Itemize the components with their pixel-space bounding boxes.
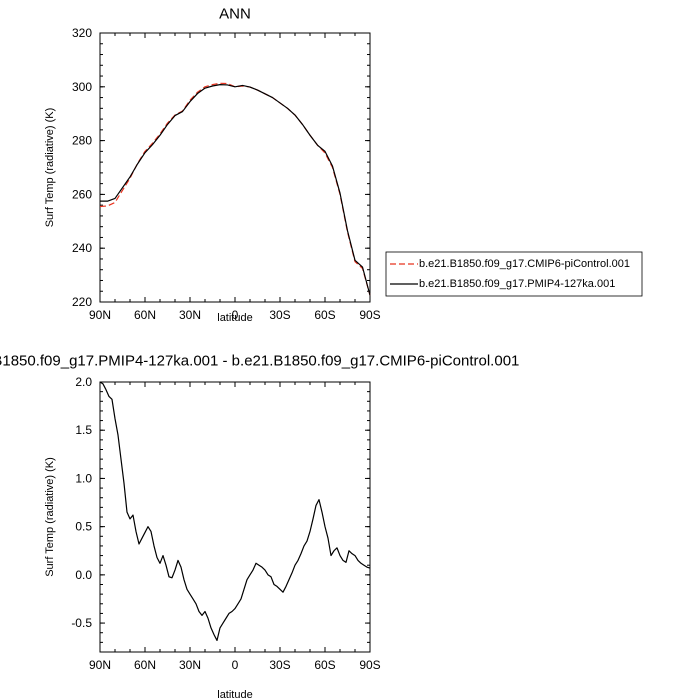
legend-box: [385, 251, 643, 297]
y-tick-label: -0.5: [71, 616, 92, 630]
x-axis-label: latitude: [217, 689, 252, 700]
plot-frame: [99, 381, 371, 653]
plot-panel-2: b.e21.B1850.f09_g17.PMIP4-127ka.001 - b.…: [0, 353, 519, 700]
chart-title: b.e21.B1850.f09_g17.PMIP4-127ka.001 - b.…: [0, 353, 519, 370]
y-tick-label: 0.5: [75, 520, 92, 534]
x-tick-label: 90S: [359, 658, 380, 672]
series-line-1: [99, 82, 371, 296]
y-axis-label: Surf Temp (radiative) (K): [44, 108, 56, 228]
y-tick-label: 2.0: [75, 375, 92, 389]
series-line-1: [99, 381, 371, 642]
y-tick-label: 300: [72, 80, 92, 94]
x-axis-label: latitude: [217, 312, 252, 324]
x-tick-label: 30S: [269, 308, 290, 322]
x-tick-label: 60N: [134, 658, 156, 672]
y-tick-label: 1.5: [75, 423, 92, 437]
x-tick-label: 60N: [134, 308, 156, 322]
y-tick-label: 260: [72, 187, 92, 201]
y-tick-label: 220: [72, 295, 92, 309]
x-tick-label: 30N: [179, 308, 201, 322]
x-tick-label: 30S: [269, 658, 290, 672]
chart-title: ANN: [219, 6, 251, 23]
y-tick-label: 240: [72, 241, 92, 255]
x-tick-label: 60S: [314, 658, 335, 672]
y-axis-label: Surf Temp (radiative) (K): [44, 457, 56, 577]
y-tick-label: 280: [72, 134, 92, 148]
legend-label-2: b.e21.B1850.f09_g17.PMIP4-127ka.001: [419, 278, 615, 290]
x-tick-label: 0: [232, 658, 239, 672]
legend-label-1: b.e21.B1850.f09_g17.CMIP6-piControl.001: [419, 258, 630, 270]
y-tick-label: 1.0: [75, 471, 92, 485]
y-tick-label: 0.0: [75, 568, 92, 582]
plot-frame: [99, 32, 371, 303]
series-line-2: [100, 84, 371, 296]
x-tick-label: 90N: [89, 658, 111, 672]
x-tick-label: 60S: [314, 308, 335, 322]
y-tick-label: 320: [72, 26, 92, 40]
legend: b.e21.B1850.f09_g17.CMIP6-piControl.001b…: [385, 251, 643, 297]
x-tick-label: 0: [232, 308, 239, 322]
plot-panel-1: ANN 220 240 260 280 300 320 90N 60N 30N 0 30S 60S 90S…: [44, 6, 643, 324]
x-tick-label: 30N: [179, 658, 201, 672]
x-tick-label: 90S: [359, 308, 380, 322]
x-tick-label: 90N: [89, 308, 111, 322]
